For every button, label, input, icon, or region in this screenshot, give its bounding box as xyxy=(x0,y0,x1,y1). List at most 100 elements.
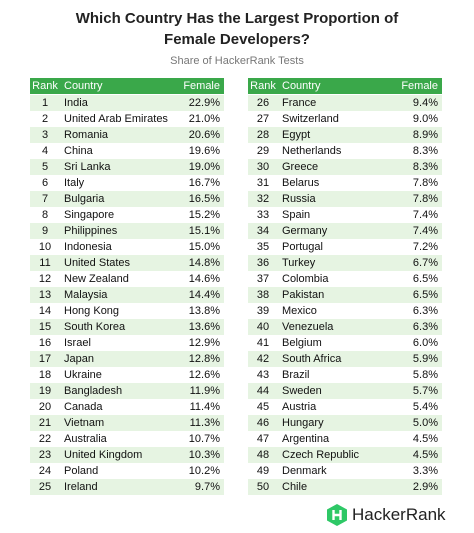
table-cell: 2.9% xyxy=(412,481,438,493)
table-cell: Canada xyxy=(64,401,103,413)
table-cell: Japan xyxy=(64,353,94,365)
table-cell: 5.8% xyxy=(412,369,438,381)
table-cell: 20.6% xyxy=(188,129,220,141)
table-cell: 8.3% xyxy=(412,161,438,173)
table-cell: 11.4% xyxy=(189,401,220,413)
table-cell: 10.3% xyxy=(188,449,220,461)
table-cell: 13.6% xyxy=(188,321,220,333)
table-cell: Ukraine xyxy=(64,369,102,381)
table-cell: 12 xyxy=(38,273,52,285)
table-cell: 44 xyxy=(256,385,270,397)
table-row xyxy=(30,415,224,431)
table-cell: 15.0% xyxy=(188,241,220,253)
table-row xyxy=(248,175,442,191)
table-cell: 26 xyxy=(256,97,270,109)
table-cell: 15.1% xyxy=(188,225,220,237)
table-cell: 36 xyxy=(256,257,270,269)
table-cell: 14.8% xyxy=(188,257,220,269)
table-cell: 12.8% xyxy=(188,353,220,365)
column-header: Country xyxy=(64,80,103,92)
table-row xyxy=(248,95,442,111)
table-cell: 16.5% xyxy=(188,193,220,205)
table-cell: 41 xyxy=(256,337,270,349)
table-cell: 12.9% xyxy=(188,337,220,349)
table-cell: 35 xyxy=(256,241,270,253)
table-cell: 50 xyxy=(256,481,270,493)
table-row xyxy=(30,239,224,255)
table-row xyxy=(30,463,224,479)
table-cell: 6.5% xyxy=(412,289,438,301)
table-cell: 16.7% xyxy=(188,177,220,189)
table-cell: 6.3% xyxy=(412,321,438,333)
table-cell: Germany xyxy=(282,225,328,237)
table-cell: 6.5% xyxy=(412,273,438,285)
table-cell: 14.6% xyxy=(188,273,220,285)
table-row xyxy=(30,351,224,367)
table-cell: 37 xyxy=(256,273,270,285)
table-cell: 40 xyxy=(256,321,270,333)
table-cell: 21 xyxy=(38,417,52,429)
table-row xyxy=(248,111,442,127)
table-cell: 10 xyxy=(38,241,52,253)
table-cell: 15.2% xyxy=(188,209,220,221)
table-row xyxy=(248,191,442,207)
table-cell: 14 xyxy=(38,305,52,317)
table-row xyxy=(248,127,442,143)
table-cell: 4.5% xyxy=(412,433,438,445)
table-cell: 48 xyxy=(256,449,270,461)
table-cell: 1 xyxy=(41,97,49,109)
table-cell: 49 xyxy=(256,465,270,477)
table-cell: India xyxy=(64,97,88,109)
table-cell: 27 xyxy=(256,113,270,125)
table-cell: Colombia xyxy=(282,273,329,285)
table-row xyxy=(30,143,224,159)
table-cell: 4.5% xyxy=(412,449,438,461)
table-row xyxy=(30,127,224,143)
table-cell: 8.3% xyxy=(412,145,438,157)
table-cell: 16 xyxy=(38,337,52,349)
table-cell: 21.0% xyxy=(188,113,220,125)
table-row xyxy=(248,159,442,175)
column-header: Female xyxy=(183,80,220,92)
table-cell: 19.0% xyxy=(188,161,220,173)
title: Which Country Has the Largest Proportion… xyxy=(75,10,399,27)
table-row xyxy=(30,479,224,495)
table-cell: 42 xyxy=(256,353,270,365)
table-cell: 2 xyxy=(41,113,49,125)
table-cell: Hong Kong xyxy=(64,305,120,317)
table-cell: 7 xyxy=(41,193,49,205)
table-cell: Singapore xyxy=(64,209,115,221)
table-row xyxy=(248,383,442,399)
table-cell: Philippines xyxy=(64,225,118,237)
table-row xyxy=(248,415,442,431)
table-cell: 22.9% xyxy=(188,97,220,109)
table-cell: 7.8% xyxy=(412,177,438,189)
column-header: Rank xyxy=(32,80,58,92)
title: Female Developers? xyxy=(164,31,310,48)
table-cell: United Kingdom xyxy=(64,449,143,461)
table-cell: 28 xyxy=(256,129,270,141)
table-cell: Austria xyxy=(282,401,317,413)
table-cell: 6.0% xyxy=(412,337,438,349)
table-cell: 10.2% xyxy=(188,465,220,477)
header-row xyxy=(248,78,442,94)
table-cell: 6.7% xyxy=(412,257,438,269)
table-cell: Netherlands xyxy=(282,145,342,157)
table-cell: Pakistan xyxy=(282,289,325,301)
table-cell: Brazil xyxy=(282,369,310,381)
table-cell: 7.4% xyxy=(412,209,438,221)
table-cell: 19 xyxy=(38,385,52,397)
table-cell: 9.7% xyxy=(194,481,220,493)
table-cell: 9.4% xyxy=(412,97,438,109)
table-cell: 5 xyxy=(41,161,49,173)
table-cell: Portugal xyxy=(282,241,323,253)
table-cell: South Korea xyxy=(64,321,126,333)
table-row xyxy=(30,399,224,415)
table-row xyxy=(248,207,442,223)
table-cell: 7.2% xyxy=(412,241,438,253)
table-cell: 13.8% xyxy=(188,305,220,317)
table-row xyxy=(30,303,224,319)
table-row xyxy=(30,431,224,447)
table-cell: 25 xyxy=(38,481,52,493)
table-row xyxy=(248,399,442,415)
